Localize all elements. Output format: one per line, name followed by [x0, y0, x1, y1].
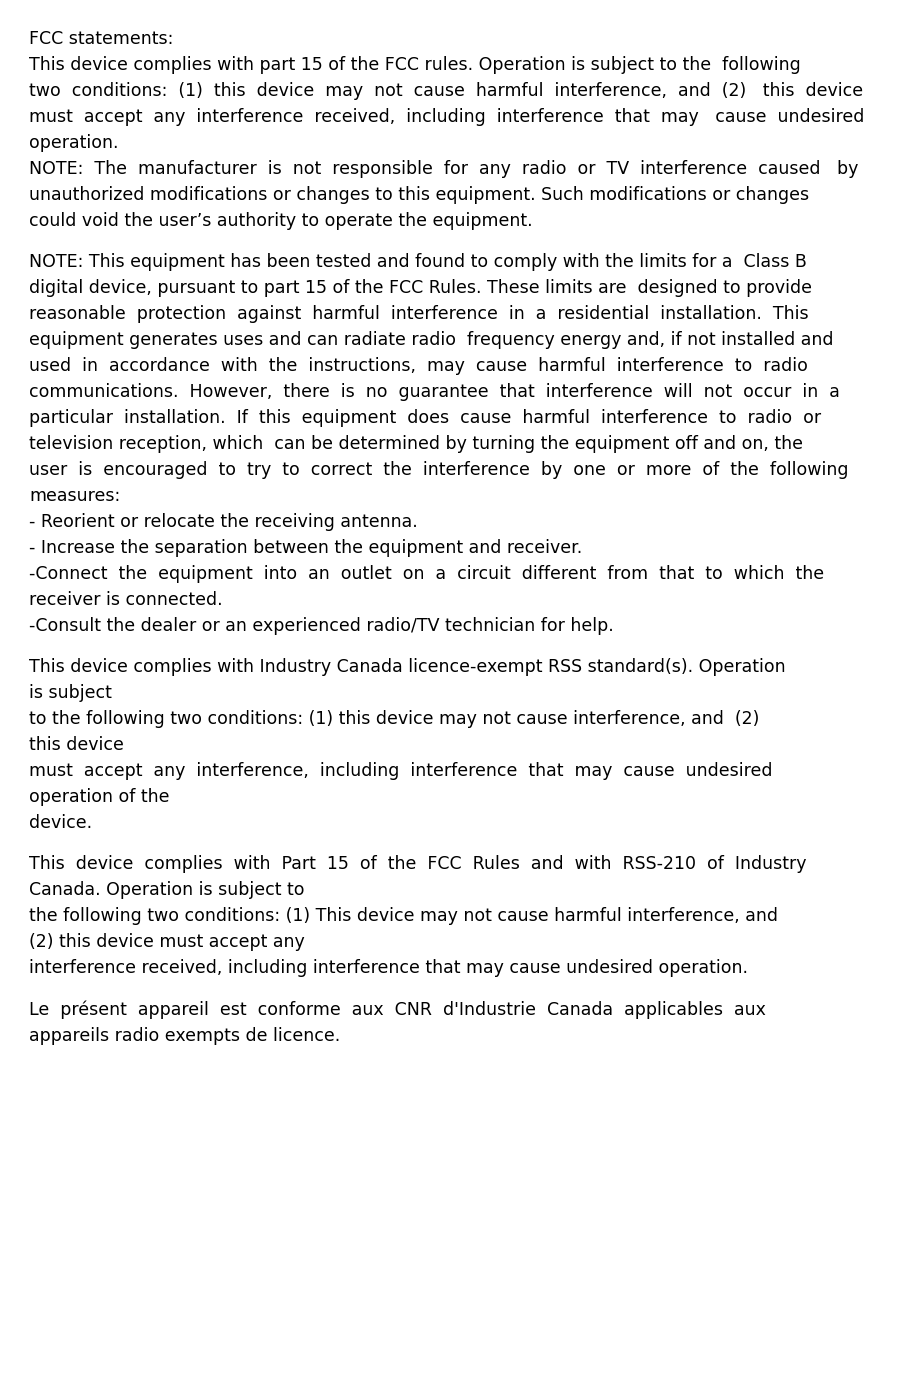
Text: particular  installation.  If  this  equipment  does  cause  harmful  interferen: particular installation. If this equipme… — [29, 408, 822, 428]
Text: NOTE: This equipment has been tested and found to comply with the limits for a  : NOTE: This equipment has been tested and… — [29, 254, 807, 272]
Text: could void the user’s authority to operate the equipment.: could void the user’s authority to opera… — [29, 213, 533, 230]
Text: operation of the: operation of the — [29, 788, 170, 806]
Text: must  accept  any  interference,  including  interference  that  may  cause  und: must accept any interference, including … — [29, 762, 773, 780]
Text: equipment generates uses and can radiate radio  frequency energy and, if not ins: equipment generates uses and can radiate… — [29, 331, 834, 349]
Text: user  is  encouraged  to  try  to  correct  the  interference  by  one  or  more: user is encouraged to try to correct the… — [29, 461, 849, 479]
Text: television reception, which  can be determined by turning the equipment off and : television reception, which can be deter… — [29, 435, 803, 453]
Text: is subject: is subject — [29, 684, 112, 702]
Text: This device complies with part 15 of the FCC rules. Operation is subject to the : This device complies with part 15 of the… — [29, 57, 801, 75]
Text: communications.  However,  there  is  no  guarantee  that  interference  will  n: communications. However, there is no gua… — [29, 384, 840, 402]
Text: digital device, pursuant to part 15 of the FCC Rules. These limits are  designed: digital device, pursuant to part 15 of t… — [29, 279, 812, 298]
Text: ‐ Increase the separation between the equipment and receiver.: ‐ Increase the separation between the eq… — [29, 538, 583, 558]
Text: device.: device. — [29, 814, 93, 832]
Text: two  conditions:  (1)  this  device  may  not  cause  harmful  interference,  an: two conditions: (1) this device may not … — [29, 83, 864, 101]
Text: Canada. Operation is subject to: Canada. Operation is subject to — [29, 882, 305, 900]
Text: the following two conditions: (1) This device may not cause harmful interference: the following two conditions: (1) This d… — [29, 907, 778, 925]
Text: appareils radio exempts de licence.: appareils radio exempts de licence. — [29, 1027, 341, 1045]
Text: must  accept  any  interference  received,  including  interference  that  may  : must accept any interference received, i… — [29, 108, 865, 126]
Text: interference received, including interference that may cause undesired operation: interference received, including interfe… — [29, 959, 748, 977]
Text: This device complies with Industry Canada licence-exempt RSS standard(s). Operat: This device complies with Industry Canad… — [29, 658, 786, 676]
Text: Le  présent  appareil  est  conforme  aux  CNR  d'Industrie  Canada  applicables: Le présent appareil est conforme aux CNR… — [29, 1000, 766, 1020]
Text: ‐Connect  the  equipment  into  an  outlet  on  a  circuit  different  from  tha: ‐Connect the equipment into an outlet on… — [29, 564, 824, 582]
Text: reasonable  protection  against  harmful  interference  in  a  residential  inst: reasonable protection against harmful in… — [29, 305, 809, 323]
Text: used  in  accordance  with  the  instructions,  may  cause  harmful  interferenc: used in accordance with the instructions… — [29, 357, 809, 375]
Text: (2) this device must accept any: (2) this device must accept any — [29, 933, 305, 951]
Text: NOTE:  The  manufacturer  is  not  responsible  for  any  radio  or  TV  interfe: NOTE: The manufacturer is not responsibl… — [29, 160, 858, 178]
Text: ‐Consult the dealer or an experienced radio/TV technician for help.: ‐Consult the dealer or an experienced ra… — [29, 617, 614, 635]
Text: unauthorized modifications or changes to this equipment. Such modifications or c: unauthorized modifications or changes to… — [29, 186, 810, 204]
Text: this device: this device — [29, 736, 124, 753]
Text: measures:: measures: — [29, 487, 120, 505]
Text: receiver is connected.: receiver is connected. — [29, 591, 223, 609]
Text: This  device  complies  with  Part  15  of  the  FCC  Rules  and  with  RSS-210 : This device complies with Part 15 of the… — [29, 856, 807, 874]
Text: ‐ Reorient or relocate the receiving antenna.: ‐ Reorient or relocate the receiving ant… — [29, 513, 418, 531]
Text: operation.: operation. — [29, 134, 119, 152]
Text: to the following two conditions: (1) this device may not cause interference, and: to the following two conditions: (1) thi… — [29, 711, 760, 729]
Text: FCC statements:: FCC statements: — [29, 30, 174, 48]
